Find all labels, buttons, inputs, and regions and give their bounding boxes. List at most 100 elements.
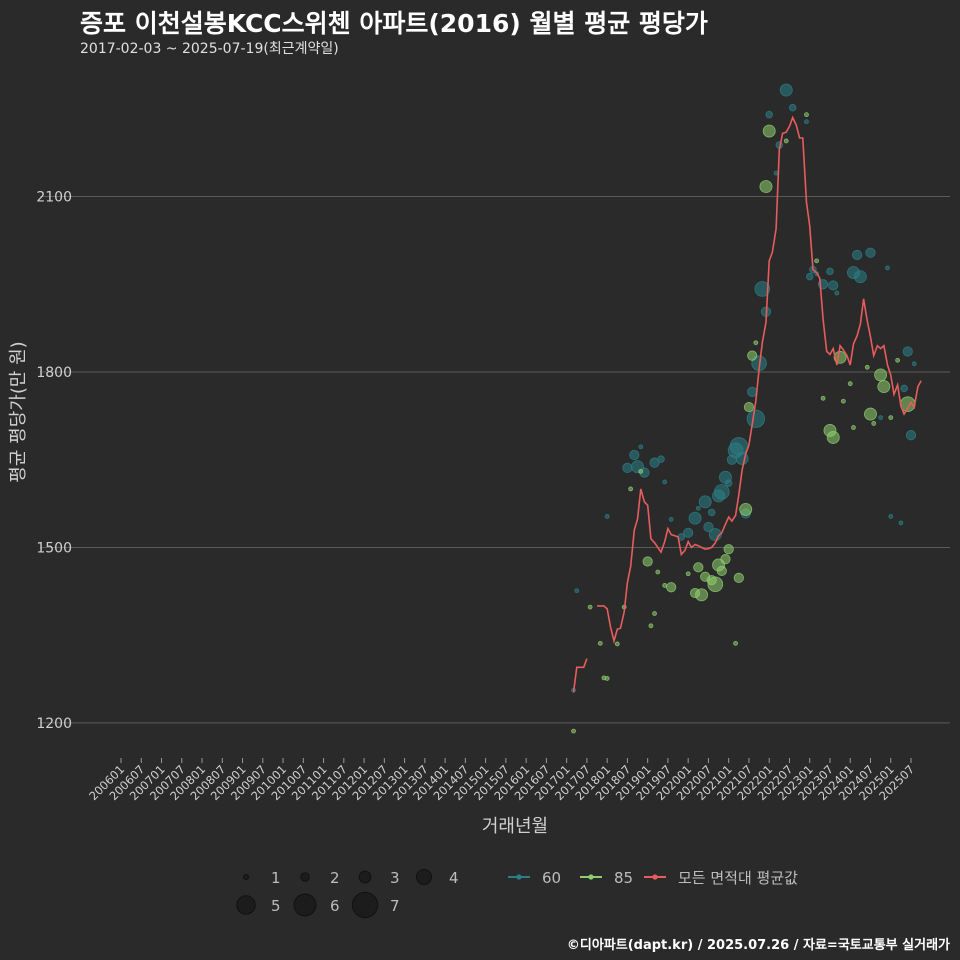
point-85 — [648, 623, 654, 629]
point-85 — [614, 641, 620, 647]
point-60 — [765, 110, 773, 119]
point-60 — [773, 170, 779, 176]
point-60 — [604, 514, 610, 519]
point-60 — [834, 290, 840, 296]
point-85 — [847, 381, 853, 387]
point-85 — [720, 554, 731, 565]
grid-lines — [40, 196, 950, 724]
point-85 — [826, 431, 840, 444]
point-60 — [622, 462, 633, 474]
point-60 — [900, 384, 908, 393]
y-tick-label: 1200 — [36, 716, 72, 732]
size-legend-dot — [243, 874, 249, 880]
size-legend-label: 4 — [449, 869, 459, 887]
point-60 — [683, 527, 694, 538]
point-85 — [642, 556, 653, 567]
point-85 — [733, 640, 738, 646]
average-line-segment — [572, 658, 588, 693]
point-85 — [895, 357, 901, 363]
point-85 — [695, 588, 708, 602]
point-60 — [828, 280, 839, 291]
point-60 — [853, 270, 867, 284]
series-legend-dot — [652, 874, 658, 880]
point-85 — [864, 364, 870, 370]
chart-title: 증포 이천설봉KCC스위첸 아파트(2016) 월별 평균 평당가 — [80, 9, 708, 38]
size-legend-dot — [236, 895, 256, 915]
size-legend-label: 3 — [390, 869, 400, 887]
point-60 — [574, 588, 580, 594]
point-60 — [668, 516, 674, 522]
size-legend-dot — [351, 891, 379, 919]
point-85 — [804, 112, 809, 118]
point-60 — [852, 249, 863, 261]
point-85 — [723, 544, 734, 555]
series-legend-dot — [516, 874, 522, 880]
point-85 — [840, 398, 846, 404]
point-85 — [733, 572, 744, 583]
y-axis-label: 평균 평당가(만 원) — [8, 341, 29, 482]
point-85 — [652, 611, 657, 616]
point-85 — [587, 604, 593, 610]
chart-subtitle: 2017-02-03 ~ 2025-07-19(최근계약일) — [80, 41, 339, 57]
point-85 — [864, 407, 877, 421]
point-60 — [662, 479, 668, 485]
point-85 — [851, 425, 856, 430]
legend: 1 2 3 4 5 6 7 60 85 모든 면적대 평균값 — [236, 868, 798, 919]
point-60 — [695, 505, 701, 511]
size-legend-label: 2 — [330, 869, 340, 887]
y-tick-label: 1500 — [36, 540, 72, 556]
size-legend-label: 1 — [271, 869, 281, 887]
size-legend-dot — [415, 868, 433, 886]
point-85 — [571, 728, 576, 734]
point-85 — [820, 395, 826, 401]
point-85 — [874, 368, 888, 382]
point-60 — [657, 455, 665, 463]
point-85 — [655, 569, 661, 575]
point-60 — [649, 457, 660, 468]
point-85 — [604, 676, 610, 681]
point-60 — [629, 449, 640, 461]
x-tick-labels: 2006012006072007012007072008012008072009… — [86, 758, 917, 803]
footer-credit: ©디아파트(dapt.kr) / 2025.07.26 / 자료=국토교통부 실… — [566, 938, 950, 953]
point-60 — [688, 511, 702, 525]
size-legend-label: 5 — [271, 897, 281, 915]
point-60 — [707, 508, 716, 517]
scatter-points — [571, 83, 917, 734]
series-legend-label: 85 — [614, 869, 633, 887]
point-60 — [698, 495, 712, 509]
point-85 — [888, 415, 894, 421]
point-60 — [878, 415, 884, 421]
point-60 — [804, 119, 809, 125]
point-60 — [905, 430, 917, 441]
point-60 — [703, 521, 714, 533]
average-line-segment — [597, 115, 922, 645]
point-60 — [724, 479, 733, 487]
size-legend-dot — [300, 872, 310, 882]
point-60 — [911, 361, 917, 367]
point-85 — [739, 502, 753, 516]
point-60 — [638, 444, 644, 450]
point-60 — [714, 484, 730, 500]
point-60 — [885, 265, 890, 271]
series-legend-label: 60 — [542, 869, 561, 887]
point-85 — [628, 486, 634, 492]
point-60 — [902, 346, 913, 357]
y-tick-label: 1800 — [36, 365, 72, 381]
point-60 — [779, 83, 793, 97]
point-60 — [729, 437, 748, 456]
size-legend-label: 6 — [330, 897, 340, 915]
point-85 — [747, 350, 758, 361]
point-60 — [865, 247, 876, 258]
point-85 — [783, 138, 789, 144]
point-85 — [753, 340, 759, 346]
point-60 — [754, 281, 771, 297]
point-85 — [707, 576, 724, 593]
point-60 — [805, 272, 814, 281]
point-60 — [888, 514, 894, 519]
point-85 — [762, 124, 776, 138]
size-legend-label: 7 — [390, 897, 400, 915]
x-axis-label: 거래년월 — [482, 816, 548, 837]
point-85 — [685, 571, 691, 577]
point-85 — [693, 562, 704, 573]
y-tick-labels: 1200 1500 1800 2100 — [36, 190, 72, 732]
